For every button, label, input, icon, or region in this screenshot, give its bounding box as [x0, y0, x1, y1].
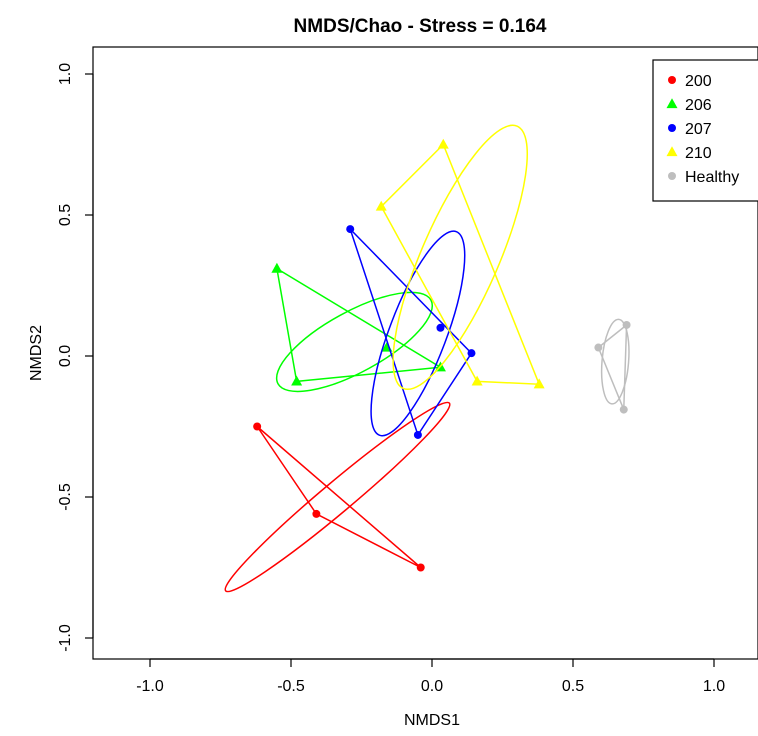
ellipse-210: [392, 124, 529, 391]
point-210: [533, 378, 545, 389]
series-200: [224, 401, 451, 593]
point-200: [416, 563, 425, 572]
data-layer: [224, 124, 631, 593]
y-axis-label: NMDS2: [28, 325, 45, 381]
series-206: [271, 262, 446, 393]
y-tick-label: 0.5: [57, 204, 74, 226]
y-tick-label: -0.5: [57, 483, 74, 511]
series-210: [375, 124, 545, 391]
x-axis-label: NMDS1: [404, 712, 460, 729]
x-axis: -1.0 -0.5 0.0 0.5 1.0: [136, 658, 725, 695]
legend: 200 206 207 210 Healthy: [652, 59, 758, 202]
ellipse-200: [224, 401, 451, 593]
legend-marker-207: [668, 124, 676, 132]
chart-title: NMDS/Chao - Stress = 0.164: [294, 16, 547, 37]
legend-marker-healthy: [668, 172, 676, 180]
point-healthy: [619, 405, 628, 414]
ellipse-206: [275, 291, 434, 393]
point-healthy: [622, 320, 631, 329]
legend-item-200: 200: [668, 73, 712, 90]
point-207: [413, 430, 422, 439]
ellipse-207: [370, 230, 466, 437]
legend-marker-206: [666, 98, 678, 109]
point-206: [271, 262, 283, 273]
y-axis: -1.0 -0.5 0.0 0.5 1.0: [57, 63, 94, 652]
x-tick-label: -1.0: [136, 678, 164, 695]
hull-200: [256, 425, 422, 569]
point-207: [467, 349, 476, 358]
point-207: [436, 323, 445, 332]
point-207: [346, 225, 355, 234]
legend-label-200: 200: [685, 73, 712, 90]
hull-206: [275, 267, 443, 383]
x-tick-label: 0.5: [562, 678, 584, 695]
legend-label-healthy: Healthy: [685, 169, 739, 186]
y-tick-label: -1.0: [57, 624, 74, 652]
series-healthy: [594, 318, 631, 414]
x-tick-label: -0.5: [277, 678, 305, 695]
x-tick-label: 1.0: [703, 678, 725, 695]
hull-healthy: [597, 323, 628, 410]
legend-marker-200: [668, 76, 676, 84]
series-207: [346, 225, 476, 439]
legend-item-healthy: Healthy: [668, 169, 739, 186]
legend-label-206: 206: [685, 97, 712, 114]
point-200: [312, 509, 321, 518]
y-tick-label: 1.0: [57, 63, 74, 85]
hull-207: [349, 228, 473, 437]
point-210: [471, 375, 483, 386]
legend-marker-210: [666, 146, 678, 157]
ellipse-healthy: [600, 318, 630, 405]
legend-label-210: 210: [685, 145, 712, 162]
legend-item-207: 207: [668, 121, 712, 138]
legend-item-210: 210: [666, 145, 712, 162]
point-210: [437, 138, 449, 149]
point-206: [291, 375, 303, 386]
hull-210: [380, 143, 541, 386]
point-healthy: [594, 343, 603, 352]
legend-label-207: 207: [685, 121, 712, 138]
legend-item-206: 206: [666, 97, 712, 114]
point-200: [253, 422, 262, 431]
y-tick-label: 0.0: [57, 345, 74, 367]
x-tick-label: 0.0: [421, 678, 443, 695]
point-210: [375, 200, 387, 211]
